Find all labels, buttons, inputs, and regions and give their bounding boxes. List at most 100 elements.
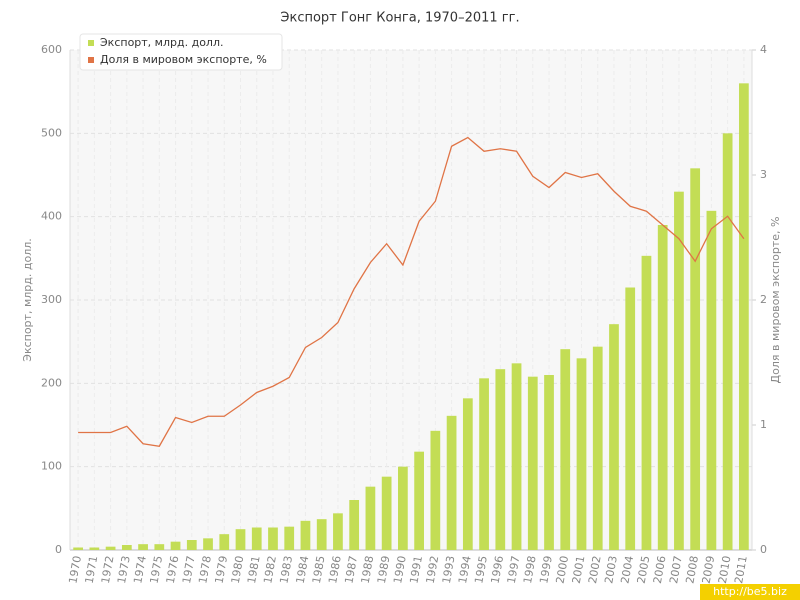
x-tick-label: 1982: [261, 555, 279, 585]
bar: [690, 168, 701, 551]
bar: [495, 369, 506, 550]
bar: [641, 255, 652, 551]
bar: [560, 349, 571, 550]
y-tick-label: 500: [41, 126, 62, 139]
bar: [73, 547, 83, 550]
x-tick-label: 1979: [213, 555, 231, 585]
bar: [722, 133, 733, 551]
legend-marker: [88, 40, 94, 46]
x-tick-label: 1971: [83, 555, 101, 585]
x-tick-label: 1990: [391, 555, 409, 585]
x-tick-label: 1986: [326, 555, 344, 585]
legend-box: [79, 33, 283, 71]
x-tick-label: 2010: [716, 555, 734, 585]
bar: [219, 534, 230, 550]
legend-label: Экспорт, млрд. долл.: [100, 36, 223, 49]
bar: [170, 541, 181, 550]
x-tick-label: 1983: [277, 555, 295, 585]
x-tick-label: 1996: [489, 555, 507, 585]
bar: [657, 225, 668, 550]
bar: [105, 546, 116, 550]
bar: [268, 527, 278, 550]
bar: [609, 324, 619, 550]
y2-axis-title: Доля в мировом экспорте, %: [769, 217, 782, 384]
x-tick-label: 1985: [310, 555, 328, 585]
y2-tick-label: 1: [760, 418, 767, 431]
line: [78, 136, 745, 447]
x-tick-label: 1991: [407, 555, 425, 585]
bar: [462, 398, 473, 550]
x-tick-label: 1992: [424, 555, 442, 585]
x-tick-label: 1987: [342, 555, 360, 585]
x-tick-label: 1994: [456, 555, 474, 585]
bar: [674, 191, 684, 550]
bar: [544, 375, 554, 550]
bar: [739, 83, 749, 550]
bar: [479, 378, 489, 550]
x-tick-label: 1988: [359, 555, 377, 585]
x-tick-label: 2000: [554, 555, 572, 585]
x-tick-label: 2005: [635, 555, 653, 585]
x-tick-label: 1976: [164, 555, 182, 585]
bar: [625, 287, 636, 550]
bar: [414, 451, 424, 550]
x-tick-label: 1975: [148, 555, 166, 585]
bar: [300, 520, 311, 550]
x-tick-label: 1973: [115, 555, 133, 585]
x-tick-label: 1980: [229, 555, 247, 585]
x-tick-label: 1977: [180, 555, 198, 585]
bar: [398, 466, 408, 550]
legend-label: Доля в мировом экспорте, %: [100, 53, 267, 66]
x-tick-label: 2001: [570, 555, 588, 585]
y2-tick-label: 0: [760, 543, 767, 556]
bar: [154, 544, 165, 550]
x-tick-label: 1981: [245, 555, 263, 585]
bar: [203, 538, 213, 550]
bar: [576, 358, 587, 550]
x-tick-label: 1998: [521, 555, 539, 585]
legend: Экспорт, млрд. долл. Доля в мировом экспо…: [79, 33, 283, 71]
bar: [706, 210, 717, 551]
x-tick-label: 1989: [375, 555, 393, 585]
bar: [365, 486, 376, 550]
y-axis-title: Экспорт, млрд. долл.: [21, 238, 34, 361]
y-tick-label: 300: [41, 293, 62, 306]
x-tick-label: 2006: [651, 555, 669, 585]
bar: [138, 544, 148, 550]
x-tick-label: 2003: [602, 555, 620, 585]
x-tick-label: 2007: [667, 555, 685, 585]
chart-title: Экспорт Гонг Конга, 1970–2011 гг.: [280, 11, 519, 26]
y-tick-label: 100: [41, 460, 62, 473]
watermark: http://be5.biz: [713, 585, 787, 598]
x-tick-label: 1978: [196, 555, 214, 585]
bar: [121, 545, 132, 550]
bar: [284, 526, 295, 550]
bar: [381, 476, 392, 550]
bar: [235, 529, 246, 550]
bar: [511, 363, 522, 550]
bar: [251, 527, 262, 550]
y2-tick-label: 3: [760, 168, 767, 181]
y-tick-label: 400: [41, 210, 62, 223]
x-tick-label: 1972: [99, 555, 117, 585]
x-tick-label: 1997: [505, 555, 523, 585]
bar: [333, 513, 343, 550]
bar: [527, 376, 538, 550]
bar: [446, 415, 457, 550]
x-tick-label: 1984: [294, 555, 312, 585]
y2-tick-label: 2: [760, 293, 767, 306]
bar: [89, 547, 100, 550]
x-tick-label: 1993: [440, 555, 458, 585]
y-tick-label: 200: [41, 376, 62, 389]
x-tick-label: 1970: [66, 555, 84, 585]
x-tick-label: 1995: [472, 555, 490, 585]
x-tick-label: 1974: [131, 555, 149, 585]
bar: [430, 430, 441, 550]
legend-marker: [88, 57, 94, 63]
bar: [186, 540, 197, 550]
y-tick-label: 600: [41, 43, 62, 56]
x-tick-label: 2011: [732, 555, 750, 585]
bar: [592, 346, 603, 550]
x-tick-label: 2002: [586, 555, 604, 585]
